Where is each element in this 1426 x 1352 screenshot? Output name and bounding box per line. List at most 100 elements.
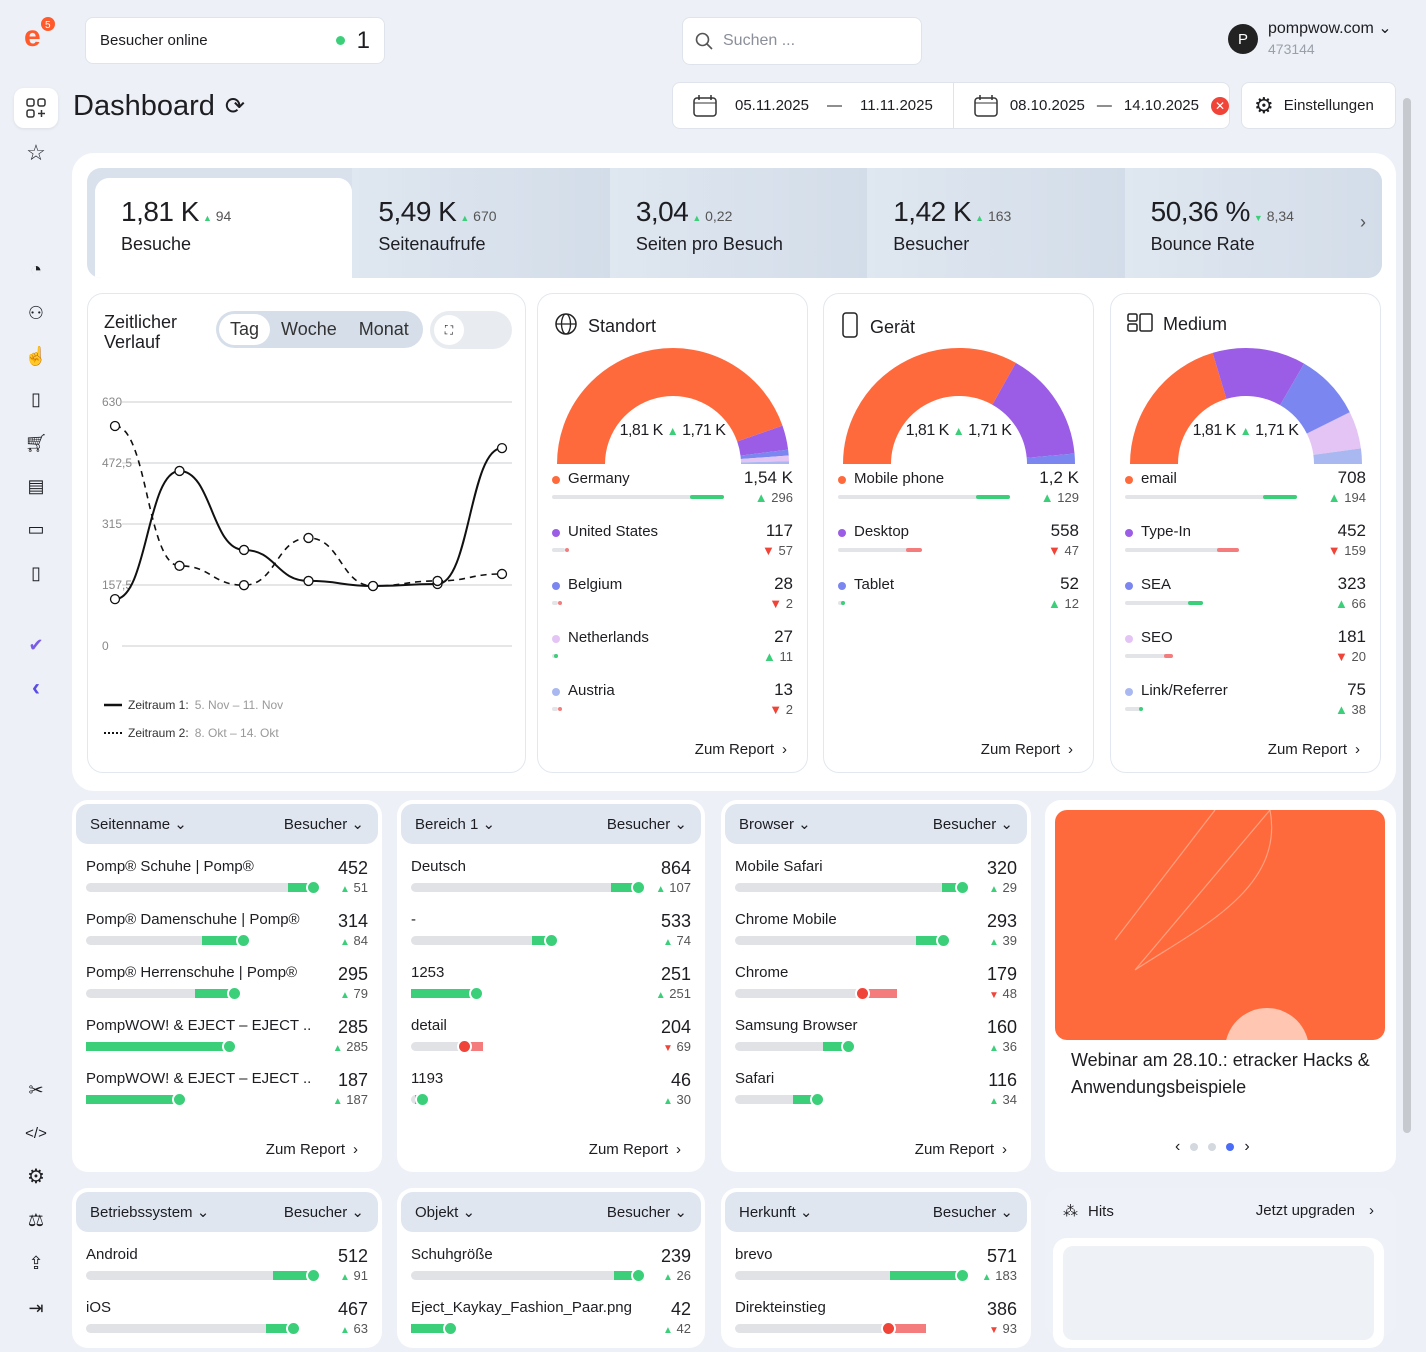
table-row[interactable]: PompWOW! & EJECT – EJECT ...285▲ 285: [86, 1017, 368, 1070]
dimension-select[interactable]: Seitenname ⌄: [90, 815, 187, 833]
zum-report-link[interactable]: Zum Report›: [1268, 741, 1360, 758]
toggle-tag[interactable]: Tag: [219, 314, 270, 345]
toggle-woche[interactable]: Woche: [270, 314, 348, 345]
metric-select[interactable]: Besucher ⌄: [933, 1203, 1013, 1221]
dimension-select[interactable]: Betriebssystem ⌄: [90, 1203, 209, 1221]
data-point[interactable]: [369, 581, 378, 590]
carousel-dot-active[interactable]: [1226, 1143, 1234, 1151]
dashboard-icon[interactable]: [14, 88, 58, 128]
data-point[interactable]: [175, 466, 184, 475]
star-icon[interactable]: ☆: [14, 133, 58, 173]
mobile-icon[interactable]: ▯: [14, 553, 58, 593]
data-point[interactable]: [111, 422, 120, 431]
dimension-select[interactable]: Herkunft ⌄: [739, 1203, 812, 1221]
scrollbar-thumb[interactable]: [1403, 98, 1411, 1133]
carousel-dot[interactable]: [1190, 1143, 1198, 1151]
gear-icon[interactable]: ⚙: [14, 1156, 58, 1196]
metric-select[interactable]: Besucher ⌄: [933, 815, 1013, 833]
date-range-picker[interactable]: 05.11.2025 — 11.11.2025 08.10.2025 — 14.…: [672, 82, 1230, 129]
data-point[interactable]: [240, 581, 249, 590]
refresh-icon[interactable]: ⟳: [225, 92, 245, 121]
zum-report-link[interactable]: Zum Report›: [981, 741, 1073, 758]
data-point[interactable]: [304, 576, 313, 585]
document-icon[interactable]: ▯: [14, 379, 58, 419]
gauge-segment[interactable]: [1220, 372, 1293, 384]
table-row[interactable]: Pomp® Schuhe | Pomp®452▲ 51: [86, 858, 368, 911]
dimension-select[interactable]: Browser ⌄: [739, 815, 811, 833]
data-point[interactable]: [498, 444, 507, 453]
share-icon[interactable]: ⇪: [14, 1243, 58, 1283]
promo-card[interactable]: Webinar am 28.10.: etracker Hacks & Anwe…: [1045, 800, 1396, 1172]
tools-icon[interactable]: ✂: [14, 1070, 58, 1110]
metric-select[interactable]: Besucher ⌄: [284, 1203, 364, 1221]
scale-icon[interactable]: ⚖: [14, 1200, 58, 1240]
scrollbar[interactable]: [1400, 88, 1414, 1333]
gauge-segment[interactable]: [1337, 452, 1338, 464]
code-icon[interactable]: </>: [14, 1113, 58, 1153]
table-row[interactable]: -533▲ 74: [411, 911, 691, 964]
data-point[interactable]: [304, 533, 313, 542]
upgrade-link[interactable]: Jetzt upgraden›: [1256, 1202, 1374, 1219]
check-icon[interactable]: ✔: [14, 625, 58, 665]
clear-comparison-icon[interactable]: ✕: [1211, 97, 1229, 115]
touch-icon[interactable]: ☝: [14, 336, 58, 376]
dimension-select[interactable]: Objekt ⌄: [415, 1203, 475, 1221]
dimension-select[interactable]: Bereich 1 ⌄: [415, 815, 495, 833]
metric-select[interactable]: Besucher ⌄: [607, 1203, 687, 1221]
users-icon[interactable]: ⚇: [14, 293, 58, 333]
zum-report-link[interactable]: Zum Report›: [589, 1141, 681, 1158]
gauge-segment[interactable]: [867, 372, 1004, 464]
table-row[interactable]: Pomp® Damenschuhe | Pomp®314▲ 84: [86, 911, 368, 964]
metric-select[interactable]: Besucher ⌄: [607, 815, 687, 833]
account-menu[interactable]: P pompwow.com ⌄ 473144: [1228, 18, 1392, 57]
data-point[interactable]: [240, 545, 249, 554]
period-1[interactable]: 05.11.2025 — 11.11.2025: [673, 83, 953, 128]
carousel-prev-icon[interactable]: ‹: [1175, 1138, 1180, 1156]
gauge-segment[interactable]: [581, 372, 760, 464]
report-icon[interactable]: ▤: [14, 466, 58, 506]
data-point[interactable]: [111, 595, 120, 604]
gauge-segment[interactable]: [1004, 384, 1051, 456]
pie-chart-icon[interactable]: ◔: [14, 250, 58, 290]
data-point[interactable]: [175, 561, 184, 570]
table-row[interactable]: PompWOW! & EJECT – EJECT ...187▲ 187: [86, 1070, 368, 1123]
toggle-monat[interactable]: Monat: [348, 314, 420, 345]
zum-report-link[interactable]: Zum Report›: [695, 741, 787, 758]
data-point[interactable]: [433, 576, 442, 585]
table-row[interactable]: Pomp® Herrenschuhe | Pomp®295▲ 79: [86, 964, 368, 1017]
search-input[interactable]: Suchen ...: [682, 17, 922, 65]
carousel-dot[interactable]: [1208, 1143, 1216, 1151]
collapse-icon[interactable]: ‹: [14, 668, 58, 708]
chevron-right-icon[interactable]: ›: [1360, 212, 1366, 233]
metric-select[interactable]: Besucher ⌄: [284, 815, 364, 833]
gauge-segment[interactable]: [1154, 376, 1220, 464]
